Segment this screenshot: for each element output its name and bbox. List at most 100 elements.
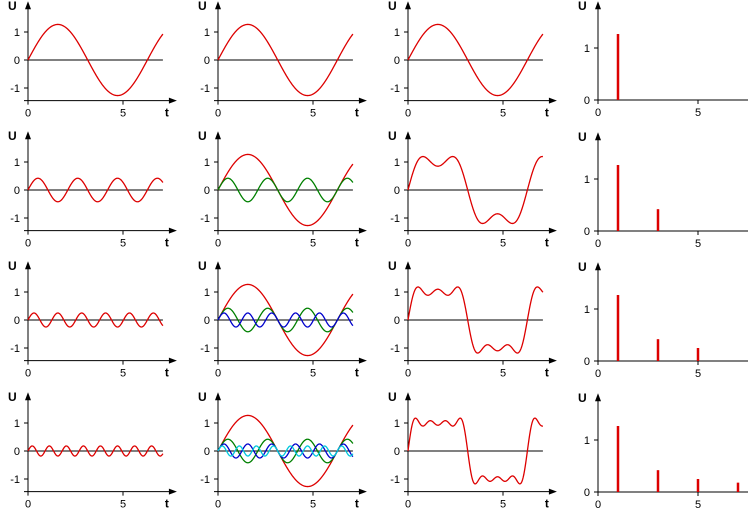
u-axis-arrow-r0c0 xyxy=(25,1,31,10)
u-tick-label: 1 xyxy=(394,418,400,430)
u-tick-label: 1 xyxy=(394,287,400,299)
t-axis-label: t xyxy=(545,106,549,120)
t-axis-label: t xyxy=(165,366,169,380)
t-tick-label: 5 xyxy=(120,368,126,380)
harmonic-curve-r3 xyxy=(27,445,164,457)
t-axis-arrow-r0c1 xyxy=(358,97,367,104)
u-tick-label: 1 xyxy=(204,418,210,430)
t-axis-label: t xyxy=(545,236,549,250)
harmonic-curve-r0 xyxy=(27,23,164,97)
t-axis-arrow-r2c2 xyxy=(548,357,557,364)
t-axis-arrow-r2c1 xyxy=(358,357,367,364)
u-axis-arrow-r2c2 xyxy=(405,261,411,270)
u-tick-label: 0 xyxy=(204,55,210,67)
t-axis-label: t xyxy=(165,236,169,250)
amp-tick-label: 1 xyxy=(584,435,590,447)
u-axis-arrow-r0c2 xyxy=(405,1,411,10)
u-tick-label: 0 xyxy=(394,446,400,458)
t-axis-arrow-r0c2 xyxy=(548,97,557,104)
t-axis-arrow-r0c0 xyxy=(168,97,177,104)
u-axis-arrow-r1c1 xyxy=(215,131,221,140)
u-tick-label: 0 xyxy=(394,55,400,67)
t-tick-label: 5 xyxy=(310,499,316,511)
u-axis-arrow-r1c2 xyxy=(405,131,411,140)
u-tick-label: -1 xyxy=(390,83,400,95)
u-tick-label: 1 xyxy=(14,418,20,430)
u-axis-arrow-r2c1 xyxy=(215,261,221,270)
t-tick-label: 5 xyxy=(120,108,126,120)
u-axis-label: U xyxy=(198,390,207,404)
u-tick-label: -1 xyxy=(10,213,20,225)
amp-tick-label: 1 xyxy=(584,174,590,186)
u-tick-label: -1 xyxy=(10,343,20,355)
t-axis-arrow-r3c1 xyxy=(358,488,367,495)
u-tick-label: 1 xyxy=(394,27,400,39)
u-tick-label: 1 xyxy=(394,157,400,169)
t-axis-arrow-r3c2 xyxy=(548,488,557,495)
amp-axis-label: U xyxy=(578,130,587,144)
u-axis-arrow-r3c2 xyxy=(405,392,411,401)
overlay-curve-h3-r2 xyxy=(217,307,354,333)
u-tick-label: 0 xyxy=(14,446,20,458)
t-tick-label: 0 xyxy=(215,368,221,380)
u-tick-label: -1 xyxy=(10,83,20,95)
u-axis-arrow-r0c1 xyxy=(215,1,221,10)
u-axis-label: U xyxy=(8,390,17,404)
t-axis-label: t xyxy=(165,497,169,511)
u-axis-label: U xyxy=(388,129,397,143)
u-tick-label: -1 xyxy=(390,213,400,225)
overlay-curve-h1-r2 xyxy=(217,283,354,357)
freq-tick-label: 0 xyxy=(595,368,601,380)
u-tick-label: 1 xyxy=(204,287,210,299)
u-tick-label: 0 xyxy=(14,55,20,67)
sum-curve-r0 xyxy=(407,23,544,97)
u-axis-label: U xyxy=(388,0,397,13)
u-tick-label: 0 xyxy=(14,185,20,197)
t-axis-arrow-r1c1 xyxy=(358,227,367,234)
t-tick-label: 5 xyxy=(120,238,126,250)
t-tick-label: 5 xyxy=(310,108,316,120)
t-axis-label: t xyxy=(355,236,359,250)
u-tick-label: 0 xyxy=(204,315,210,327)
u-tick-label: 0 xyxy=(394,315,400,327)
t-tick-label: 0 xyxy=(215,499,221,511)
amp-axis-label: U xyxy=(578,391,587,405)
freq-tick-label: 0 xyxy=(595,238,601,250)
overlay-curve-h1-r1 xyxy=(217,153,354,227)
u-tick-label: 0 xyxy=(394,185,400,197)
t-axis-label: t xyxy=(545,497,549,511)
amp-axis-label: U xyxy=(578,260,587,274)
t-tick-label: 0 xyxy=(405,368,411,380)
u-tick-label: 0 xyxy=(204,185,210,197)
t-tick-label: 0 xyxy=(215,238,221,250)
t-tick-label: 0 xyxy=(405,238,411,250)
t-tick-label: 5 xyxy=(500,368,506,380)
t-axis-arrow-r3c0 xyxy=(168,488,177,495)
t-axis-arrow-r1c2 xyxy=(548,227,557,234)
t-tick-label: 0 xyxy=(25,238,31,250)
t-tick-label: 5 xyxy=(310,238,316,250)
freq-tick-label: 0 xyxy=(595,499,601,511)
u-axis-label: U xyxy=(388,390,397,404)
u-tick-label: 1 xyxy=(14,157,20,169)
u-axis-label: U xyxy=(388,259,397,273)
sum-curve-r1 xyxy=(407,155,543,225)
amp-axis-arrow-r0 xyxy=(595,1,601,10)
u-tick-label: -1 xyxy=(200,343,210,355)
u-axis-arrow-r1c0 xyxy=(25,131,31,140)
t-axis-label: t xyxy=(355,366,359,380)
sum-curve-r2 xyxy=(407,286,544,354)
u-tick-label: -1 xyxy=(200,83,210,95)
amp-tick-label: 0 xyxy=(584,487,590,499)
t-axis-label: t xyxy=(355,497,359,511)
u-axis-label: U xyxy=(8,0,17,13)
u-tick-label: 0 xyxy=(14,315,20,327)
u-axis-label: U xyxy=(198,0,207,13)
freq-tick-label: 5 xyxy=(695,238,701,250)
harmonic-curve-r2 xyxy=(27,312,164,328)
u-axis-label: U xyxy=(8,129,17,143)
u-tick-label: 1 xyxy=(204,157,210,169)
u-axis-label: U xyxy=(198,259,207,273)
